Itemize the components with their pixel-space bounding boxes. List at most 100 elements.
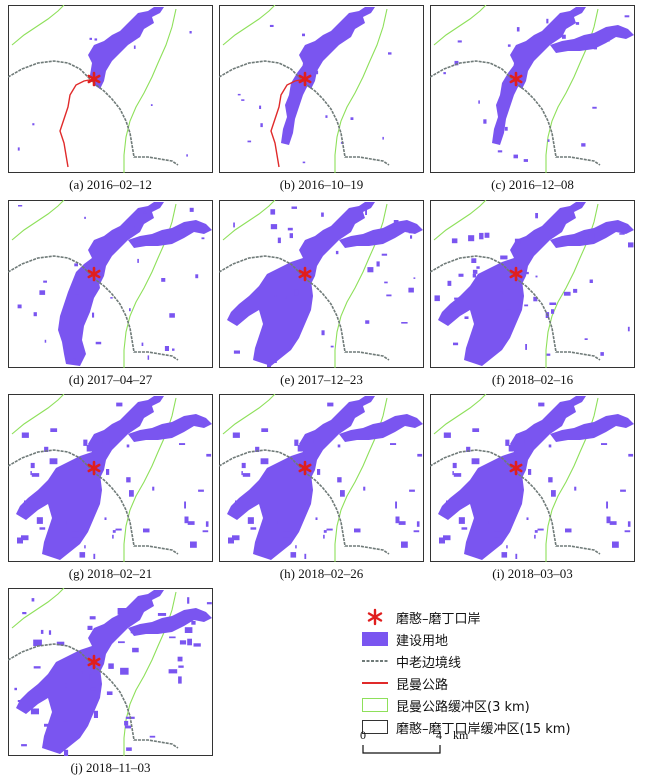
- built-up-patch: [36, 517, 43, 524]
- built-up-patch: [408, 229, 413, 234]
- built-up-patch: [417, 453, 423, 457]
- built-up-core: [88, 202, 164, 284]
- built-up-patch: [584, 338, 588, 340]
- highway-buffer-west: [433, 5, 487, 46]
- built-up-patch: [537, 528, 544, 531]
- built-up-patch: [89, 674, 93, 681]
- built-up-core: [510, 7, 586, 89]
- built-up-patch: [62, 721, 68, 728]
- built-up-patch: [551, 309, 555, 314]
- scale-bar: 0 4 km: [360, 728, 480, 758]
- built-up-patch: [32, 123, 35, 126]
- built-up-patch: [161, 278, 166, 282]
- built-up-patch: [31, 473, 40, 477]
- built-up-patch: [33, 666, 41, 669]
- built-up-patch: [335, 250, 339, 255]
- port-marker-icon: [87, 460, 101, 476]
- built-up-patch: [30, 462, 35, 469]
- built-up-patch: [612, 541, 619, 548]
- built-up-patch: [168, 427, 172, 434]
- map-panel-i: [430, 394, 635, 562]
- map-panel-e: [219, 200, 424, 368]
- built-up-patch: [250, 527, 257, 530]
- built-up-patch: [524, 438, 532, 444]
- built-up-patch: [606, 501, 608, 509]
- built-up-patch: [354, 528, 361, 533]
- port-marker-icon: [87, 654, 101, 670]
- built-up-core: [299, 396, 375, 478]
- built-up-patch: [466, 446, 471, 452]
- built-up-patch: [443, 535, 451, 541]
- built-up-patch: [363, 486, 366, 491]
- map-panel-h: [219, 394, 424, 562]
- built-up-patch: [198, 489, 204, 492]
- built-up-patch: [118, 641, 125, 644]
- built-up-patch: [381, 253, 388, 256]
- built-up-patch: [75, 292, 79, 295]
- built-up-patch: [290, 552, 297, 558]
- built-up-core: [88, 590, 164, 672]
- built-up-patch: [112, 534, 114, 539]
- built-up-patch: [187, 597, 190, 604]
- map-panel-d: [8, 200, 213, 368]
- built-up-patch: [130, 630, 137, 634]
- built-up-land: [16, 396, 212, 560]
- built-up-patch: [533, 296, 538, 302]
- built-up-patch: [177, 656, 183, 662]
- built-up-patch: [241, 462, 246, 469]
- built-up-patch: [49, 458, 58, 465]
- built-up-patch: [270, 359, 277, 363]
- built-up-patch: [260, 123, 263, 128]
- built-up-patch: [395, 501, 397, 509]
- highway-buffer-east: [123, 8, 177, 173]
- legend-label-port: 磨憨–磨丁口岸: [396, 611, 481, 627]
- built-up-patch: [282, 531, 290, 538]
- built-up-core: [299, 202, 375, 284]
- built-up-patch: [601, 443, 608, 445]
- built-up-patch: [305, 473, 308, 480]
- built-up-patch: [468, 235, 475, 242]
- built-up-patch: [505, 439, 510, 446]
- built-up-patch: [367, 267, 374, 273]
- built-up-core: [510, 396, 586, 478]
- built-up-patch: [516, 473, 519, 480]
- built-up-east: [128, 608, 212, 636]
- caption-i: (i) 2018–03–03: [492, 566, 573, 581]
- built-up-patch: [534, 530, 538, 533]
- highway-buffer-west: [222, 5, 276, 46]
- built-up-patch: [528, 469, 532, 475]
- built-up-patch: [524, 304, 529, 307]
- built-up-patch: [277, 520, 279, 524]
- built-up-patch: [241, 471, 243, 476]
- border-line: [430, 449, 601, 555]
- built-up-patch: [260, 502, 267, 508]
- built-up-patch: [493, 461, 496, 465]
- built-up-patch: [189, 207, 194, 212]
- built-up-patch: [321, 330, 325, 336]
- built-up-patch: [169, 313, 175, 318]
- built-up-patch: [187, 638, 192, 646]
- built-up-patch: [157, 613, 167, 616]
- built-up-patch: [31, 598, 35, 602]
- built-up-patch: [17, 700, 21, 702]
- built-up-patch: [93, 710, 98, 718]
- built-up-patch: [24, 500, 29, 505]
- red-line-icon: [362, 682, 388, 684]
- border-line: [8, 449, 179, 555]
- border-line: [8, 643, 179, 749]
- built-up-patch: [443, 72, 446, 75]
- built-up-patch: [129, 308, 131, 312]
- built-up-patch: [488, 520, 490, 524]
- built-up-patch: [71, 461, 74, 465]
- built-up-patch: [304, 553, 307, 559]
- built-up-patch: [110, 297, 113, 299]
- highway-line: [270, 78, 306, 168]
- port-marker-icon: [87, 266, 101, 282]
- border-line: [430, 60, 601, 166]
- built-up-core: [510, 202, 586, 284]
- built-up-patch: [206, 453, 212, 457]
- border-line: [219, 255, 390, 361]
- built-up-patch: [592, 106, 597, 109]
- built-up-patch: [56, 641, 65, 646]
- built-up-patch: [92, 312, 95, 318]
